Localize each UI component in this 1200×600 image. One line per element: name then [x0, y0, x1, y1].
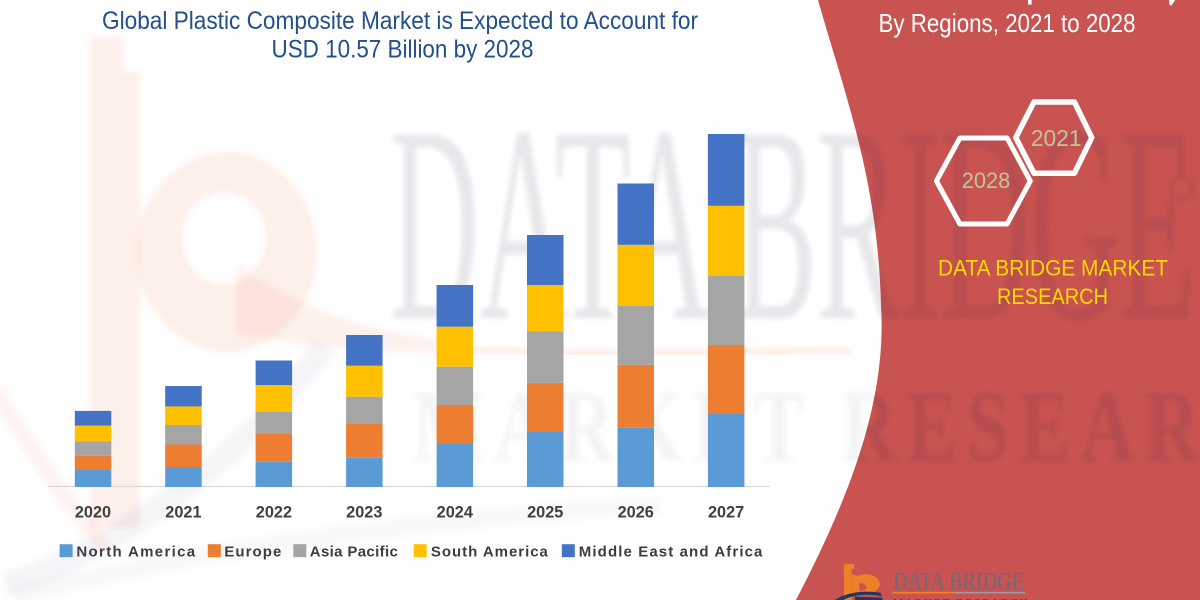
- svg-text:2021: 2021: [1031, 125, 1082, 151]
- svg-text:Asia Pacific: Asia Pacific: [310, 543, 398, 560]
- svg-text:2023: 2023: [346, 504, 382, 522]
- svg-text:2025: 2025: [527, 504, 563, 522]
- svg-text:2024: 2024: [437, 504, 473, 522]
- svg-text:USD 10.57 Billion by 2028: USD 10.57 Billion by 2028: [272, 36, 534, 64]
- svg-text:2020: 2020: [75, 504, 111, 522]
- svg-text:Middle East and Africa: Middle East and Africa: [579, 543, 763, 560]
- svg-text:2021: 2021: [165, 504, 201, 522]
- svg-text:2022: 2022: [256, 504, 292, 522]
- svg-text:South America: South America: [431, 543, 549, 560]
- svg-text:2026: 2026: [618, 504, 654, 522]
- svg-text:DATA BRIDGE: DATA BRIDGE: [893, 568, 1024, 595]
- svg-text:DATA BRIDGE MARKET: DATA BRIDGE MARKET: [938, 256, 1168, 281]
- svg-text:By Regions, 2021 to 2028: By Regions, 2021 to 2028: [879, 8, 1136, 38]
- svg-text:2027: 2027: [708, 504, 744, 522]
- svg-text:2028: 2028: [962, 168, 1011, 193]
- svg-text:RESEARCH: RESEARCH: [997, 284, 1108, 309]
- svg-text:MARKET RESEARCH: MARKET RESEARCH: [893, 597, 1029, 600]
- svg-text:Global Plastic Composite Marke: Global Plastic Composite Market is Expec…: [102, 7, 698, 35]
- svg-text:Europe: Europe: [224, 543, 281, 560]
- svg-text:North America: North America: [76, 543, 195, 560]
